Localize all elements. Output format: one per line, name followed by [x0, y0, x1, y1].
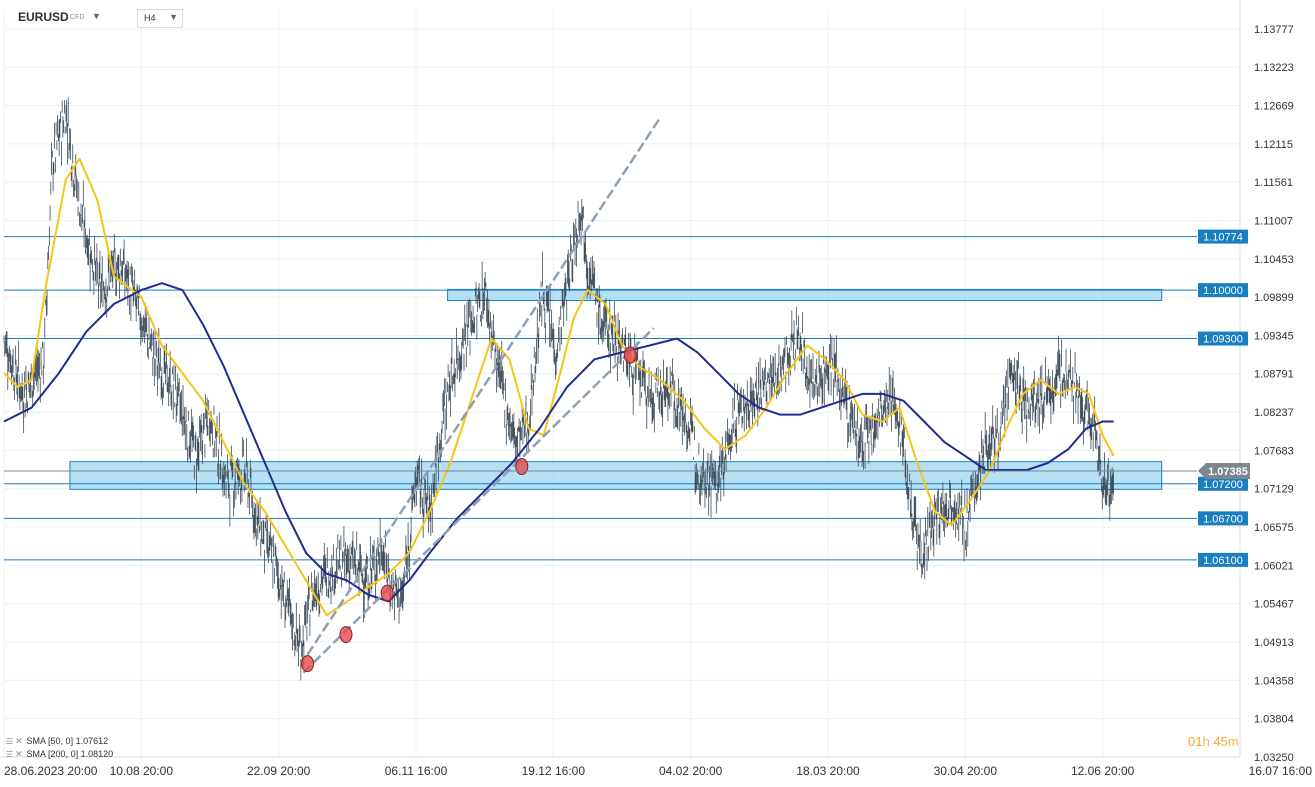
legend-sma50-params: [50, 0] — [48, 736, 74, 746]
touch-marker — [515, 458, 529, 475]
x-tick-label: 22.09 20:00 — [247, 764, 311, 778]
y-tick-label: 1.03250 — [1254, 752, 1294, 764]
y-tick-label: 1.09899 — [1254, 292, 1294, 304]
timeframe-select[interactable]: H4 ▼ — [137, 9, 183, 28]
legend-sma50: ☰ ✕ SMA [50, 0] 1.07612 — [6, 735, 108, 747]
y-tick-label: 1.08791 — [1254, 369, 1294, 381]
bar-countdown: 01h 45m — [1188, 734, 1239, 749]
countdown-hours-unit: h — [1202, 734, 1210, 749]
level-price-tag — [1198, 283, 1248, 298]
settings-icon[interactable]: ☰ — [6, 737, 14, 746]
y-tick-label: 1.13777 — [1254, 24, 1294, 36]
x-tick-label: 30.04 20:00 — [934, 764, 998, 778]
y-tick-label: 1.11007 — [1254, 215, 1293, 227]
y-tick-label: 1.09345 — [1254, 330, 1294, 342]
current-price-tag — [1198, 462, 1250, 479]
level-price-label: 1.06100 — [1203, 555, 1243, 567]
y-tick-label: 1.07683 — [1254, 445, 1294, 457]
level-price-label: 1.10000 — [1203, 285, 1243, 297]
x-tick-label: 06.11 16:00 — [385, 764, 448, 778]
x-tick-label: 19.12 16:00 — [522, 764, 586, 778]
x-tick-label: 10.08 20:00 — [110, 764, 174, 778]
x-tick-label: 04.02 20:00 — [659, 764, 723, 778]
y-tick-label: 1.04358 — [1254, 675, 1294, 687]
touch-marker — [301, 655, 315, 673]
legend-sma200: ☰ ✕ SMA [200, 0] 1.08120 — [6, 748, 113, 760]
y-tick-label: 1.06575 — [1254, 522, 1294, 534]
sma200-line — [3, 282, 1114, 603]
candles — [3, 97, 1114, 681]
y-tick-label: 1.04913 — [1254, 637, 1294, 649]
level-price-tag — [1198, 476, 1248, 491]
legend-sma200-label: SMA — [26, 749, 46, 759]
level-price-label: 1.09300 — [1203, 334, 1243, 346]
sma50-line — [3, 157, 1115, 617]
x-tick-label: 16.07 16:00 — [1249, 764, 1313, 778]
countdown-hours: 01 — [1188, 734, 1203, 749]
level-price-tag — [1198, 331, 1248, 346]
y-tick-label: 1.05467 — [1254, 599, 1294, 611]
y-tick-label: 1.12669 — [1254, 101, 1294, 113]
legend-sma200-params: [200, 0] — [48, 749, 79, 759]
symbol-type: CFD — [70, 14, 85, 21]
level-price-label: 1.06700 — [1203, 513, 1243, 525]
countdown-minutes: 45 — [1213, 734, 1228, 749]
x-tick-label: 18.03 20:00 — [796, 764, 860, 778]
symbol-dropdown-icon[interactable]: ▼ — [92, 11, 101, 21]
touch-marker — [623, 346, 637, 364]
trendline — [302, 327, 655, 674]
legend-sma200-value: 1.08120 — [80, 749, 114, 759]
y-tick-label: 1.10453 — [1254, 254, 1294, 266]
legend-sma50-value: 1.07612 — [75, 736, 109, 746]
support-resistance-zone — [447, 288, 1163, 301]
close-icon[interactable]: ✕ — [15, 749, 23, 759]
legend-sma50-label: SMA — [26, 736, 46, 746]
x-tick-label: 28.06.2023 20:00 — [4, 764, 98, 778]
trendline — [306, 116, 662, 656]
chart-toolbar: EURUSD CFD ▼ H4 ▼ — [0, 0, 1240, 34]
symbol-name[interactable]: EURUSD — [18, 10, 69, 24]
y-tick-label: 1.07129 — [1254, 484, 1294, 496]
y-tick-label: 1.11561 — [1254, 177, 1293, 189]
level-price-label: 1.10774 — [1203, 232, 1243, 244]
y-tick-label: 1.13223 — [1254, 62, 1294, 74]
y-tick-label: 1.08237 — [1254, 407, 1294, 419]
level-price-tag — [1198, 229, 1248, 244]
y-tick-label: 1.03804 — [1254, 714, 1294, 726]
chevron-down-icon: ▼ — [169, 12, 178, 22]
timeframe-value: H4 — [144, 13, 156, 23]
level-price-label: 1.07200 — [1203, 479, 1243, 491]
y-tick-label: 1.12115 — [1254, 139, 1293, 151]
level-price-tag — [1198, 552, 1248, 567]
settings-icon[interactable]: ☰ — [6, 750, 14, 759]
y-tick-label: 1.06021 — [1254, 560, 1294, 572]
touch-marker — [339, 626, 353, 644]
x-tick-label: 12.06 20:00 — [1071, 764, 1135, 778]
current-price-label: 1.07385 — [1208, 466, 1248, 478]
touch-marker — [380, 584, 394, 602]
level-price-tag — [1198, 511, 1248, 526]
countdown-minutes-unit: m — [1227, 734, 1239, 749]
close-icon[interactable]: ✕ — [15, 736, 23, 746]
